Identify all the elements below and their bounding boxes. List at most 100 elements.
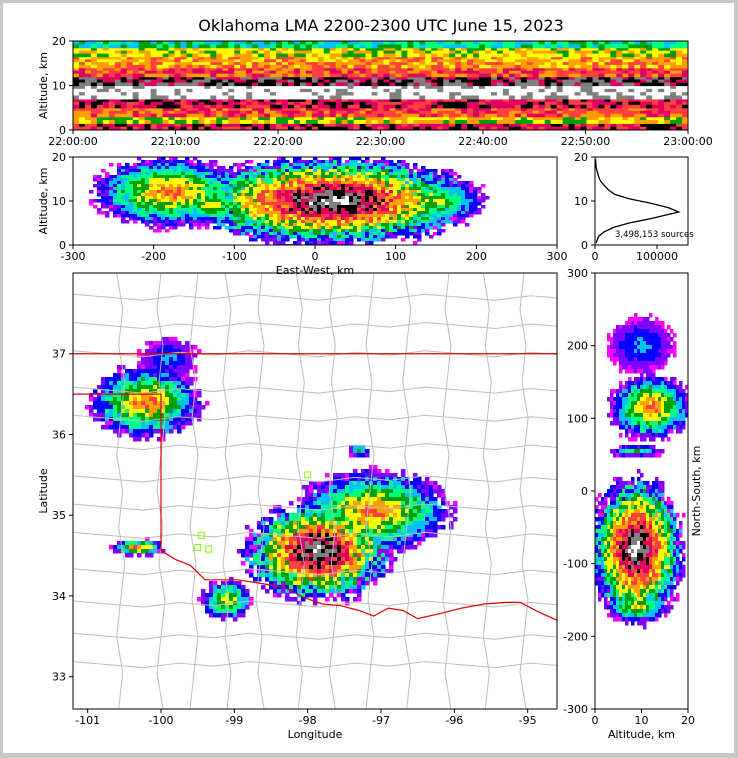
east-west-altitude-cell — [325, 193, 330, 197]
east-west-altitude-cell — [289, 196, 294, 200]
time-height-cell — [508, 41, 516, 45]
time-height-cell — [592, 98, 600, 103]
time-height-cell — [562, 73, 570, 78]
time-height-cell — [204, 119, 211, 124]
time-height-cell — [78, 47, 86, 52]
east-west-altitude-cell — [317, 175, 322, 179]
time-height-cell — [353, 104, 361, 109]
east-west-altitude-cell — [229, 193, 234, 197]
time-height-cell — [437, 73, 444, 78]
time-height-cell — [389, 119, 397, 124]
east-west-altitude-cell — [325, 220, 330, 224]
east-west-altitude-cell — [425, 190, 430, 194]
time-height-cell — [461, 104, 468, 109]
time-height-cell — [670, 101, 677, 106]
east-west-altitude-cell — [197, 193, 202, 197]
time-height-cell — [401, 64, 408, 69]
time-height-cell — [90, 119, 98, 124]
time-height-cell — [311, 47, 319, 52]
time-height-cell — [514, 119, 522, 124]
east-west-altitude-cell — [249, 211, 254, 215]
time-height-cell — [634, 47, 641, 52]
time-height-cell — [270, 113, 277, 118]
time-height-cell — [90, 73, 98, 78]
east-west-altitude-cell — [397, 166, 402, 170]
time-height-cell — [192, 82, 199, 87]
time-height-cell — [658, 56, 665, 60]
east-west-altitude-cell — [281, 190, 286, 194]
east-west-altitude-cell — [401, 160, 406, 164]
time-height-cell — [449, 73, 456, 78]
time-height-cell — [317, 95, 325, 100]
time-height-cell — [407, 119, 414, 124]
time-height-cell — [628, 56, 635, 60]
time-height-cell — [114, 64, 122, 69]
time-height-cell — [616, 95, 623, 100]
time-height-cell — [228, 95, 235, 100]
time-height-cell — [168, 88, 176, 93]
east-west-altitude-cell — [253, 196, 258, 200]
east-west-altitude-cell — [405, 208, 410, 212]
time-height-cell — [365, 116, 373, 121]
east-west-altitude-cell — [313, 208, 318, 212]
time-height-cell — [562, 67, 570, 72]
time-height-cell — [652, 119, 659, 124]
time-height-cell — [329, 73, 337, 78]
time-height-cell — [682, 107, 688, 112]
east-west-altitude-cell — [157, 217, 162, 221]
time-height-cell — [598, 53, 606, 58]
time-height-cell — [598, 98, 606, 103]
east-west-altitude-cell — [157, 166, 162, 170]
time-height-cell — [216, 56, 223, 60]
time-height-cell — [132, 95, 140, 100]
time-height-cell — [156, 64, 164, 69]
time-height-cell — [126, 53, 134, 58]
east-west-altitude-cell — [385, 178, 390, 182]
time-height-cell — [114, 95, 122, 100]
time-height-cell — [484, 44, 492, 49]
east-west-altitude-cell — [153, 187, 158, 191]
east-west-altitude-cell — [297, 202, 302, 206]
time-height-cell — [144, 47, 152, 52]
time-height-cell — [102, 88, 110, 93]
time-height-cell — [508, 88, 516, 93]
time-height-cell — [228, 53, 235, 58]
time-height-cell — [156, 116, 164, 121]
east-west-altitude-cell — [481, 184, 486, 188]
east-west-altitude-cell — [193, 217, 198, 221]
east-west-altitude-cell — [301, 217, 306, 221]
time-height-cell — [383, 95, 391, 100]
east-west-altitude-cell — [181, 202, 186, 206]
time-height-cell — [676, 56, 683, 60]
time-height-cell — [114, 41, 122, 45]
east-west-altitude-cell — [385, 181, 390, 185]
east-west-altitude-cell — [381, 169, 386, 173]
east-west-altitude-cell — [173, 190, 178, 194]
time-height-cell — [490, 64, 498, 69]
time-height-cell — [526, 113, 534, 118]
east-west-altitude-cell — [301, 166, 306, 170]
time-height-cell — [305, 98, 313, 103]
time-height-cell — [84, 50, 92, 55]
time-height-cell — [299, 70, 307, 75]
time-height-cell — [670, 41, 677, 45]
time-height-cell — [73, 123, 80, 128]
time-height-cell — [670, 62, 677, 66]
east-west-altitude-cell — [289, 166, 294, 170]
time-height-cell — [604, 59, 611, 63]
time-height-cell — [192, 79, 199, 84]
time-height-cell — [389, 110, 397, 115]
time-height-cell — [96, 95, 104, 100]
time-height-cell — [120, 73, 128, 78]
time-height-cell — [299, 85, 307, 90]
east-west-altitude-cell — [437, 175, 442, 179]
east-west-altitude-cell — [121, 178, 126, 182]
time-height-cell — [395, 67, 402, 72]
east-west-altitude-cell — [309, 217, 314, 221]
east-west-altitude-cell — [433, 184, 438, 188]
east-west-altitude-cell — [317, 199, 322, 203]
east-west-altitude-cell — [381, 175, 386, 179]
time-height-cell — [305, 95, 313, 100]
time-height-cell — [431, 113, 438, 118]
time-height-cell — [270, 98, 277, 103]
